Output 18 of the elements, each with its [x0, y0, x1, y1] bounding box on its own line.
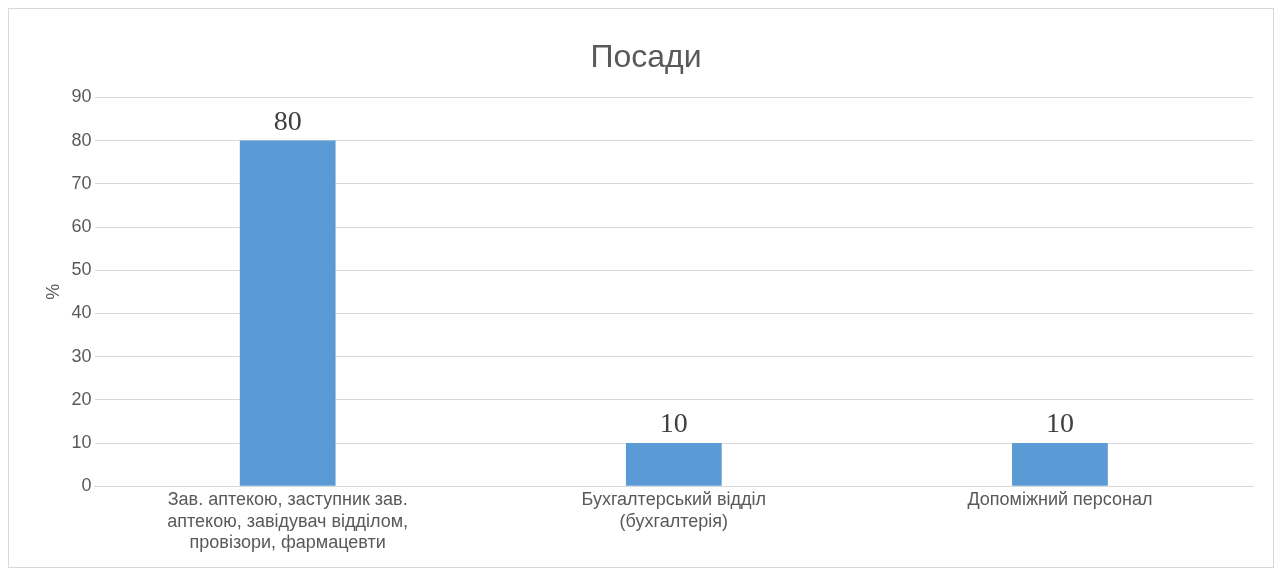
y-tick-label: 10	[71, 431, 92, 452]
x-tick-label: Бухгалтерський відділ (бухгалтерія)	[581, 488, 767, 531]
y-tick-label: 60	[71, 215, 92, 236]
x-tick-label: Допоміжний персонал	[967, 488, 1153, 509]
y-tick-label: 90	[71, 86, 92, 107]
data-label: 80	[273, 104, 302, 136]
chart-title: Посади	[590, 38, 702, 75]
y-tick-label: 30	[71, 345, 92, 366]
y-tick-label: 80	[71, 129, 92, 150]
y-tick-label: 40	[71, 302, 92, 323]
data-label: 10	[659, 407, 688, 439]
data-label: 10	[1045, 407, 1074, 439]
y-tick-label: 50	[71, 259, 92, 280]
y-tick-label: 0	[81, 475, 92, 496]
y-axis-title: %	[42, 283, 63, 300]
y-tick-label: 20	[71, 388, 92, 409]
x-tick-label: Зав. аптекою, заступник зав. аптекою, завідувач відділом, провізори, фармацевти	[167, 488, 409, 553]
y-tick-label: 70	[71, 172, 92, 193]
